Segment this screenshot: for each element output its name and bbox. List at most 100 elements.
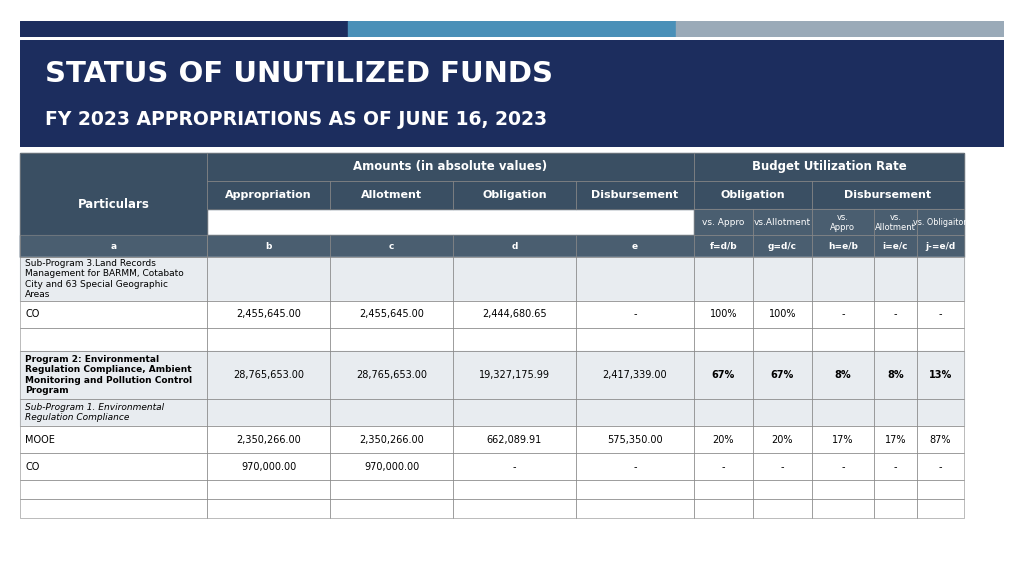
Bar: [676, 21, 1004, 37]
Bar: [918, 236, 965, 257]
Bar: [812, 453, 873, 480]
Text: f=d/b: f=d/b: [710, 242, 737, 251]
Bar: [20, 499, 207, 518]
Text: i=e/c: i=e/c: [883, 242, 908, 251]
Bar: [207, 453, 330, 480]
Bar: [753, 480, 812, 499]
Bar: [453, 499, 575, 518]
Text: -: -: [939, 462, 942, 472]
Bar: [873, 499, 918, 518]
Bar: [575, 351, 694, 399]
Bar: [812, 257, 873, 301]
Bar: [753, 426, 812, 453]
Bar: [453, 236, 575, 257]
Bar: [453, 301, 575, 328]
Bar: [575, 399, 694, 426]
Bar: [812, 399, 873, 426]
Bar: [694, 351, 753, 399]
Bar: [330, 453, 453, 480]
Bar: [453, 453, 575, 480]
Bar: [330, 328, 453, 351]
Bar: [873, 480, 918, 499]
Bar: [453, 399, 575, 426]
Text: Budget Utilization Rate: Budget Utilization Rate: [752, 160, 906, 173]
Bar: [918, 453, 965, 480]
Bar: [575, 480, 694, 499]
Bar: [20, 153, 207, 257]
Bar: [694, 210, 753, 236]
Bar: [873, 499, 918, 518]
Bar: [330, 236, 453, 257]
Text: Sub-Program 1. Environmental
Regulation Compliance: Sub-Program 1. Environmental Regulation …: [26, 403, 165, 422]
Bar: [20, 21, 348, 37]
Bar: [330, 499, 453, 518]
Bar: [20, 480, 207, 499]
Bar: [694, 257, 753, 301]
Bar: [207, 499, 330, 518]
Bar: [694, 351, 753, 399]
Bar: [575, 453, 694, 480]
Bar: [453, 181, 575, 210]
Bar: [20, 351, 207, 399]
Text: STATUS OF UNUTILIZED FUNDS: STATUS OF UNUTILIZED FUNDS: [45, 60, 553, 89]
Text: -: -: [894, 309, 897, 320]
Text: Program 2: Environmental
Regulation Compliance, Ambient
Monitoring and Pollution: Program 2: Environmental Regulation Comp…: [26, 355, 193, 395]
Bar: [918, 499, 965, 518]
Bar: [453, 328, 575, 351]
Bar: [918, 301, 965, 328]
Text: 17%: 17%: [833, 435, 854, 445]
Text: -: -: [722, 462, 725, 472]
Bar: [918, 426, 965, 453]
Bar: [207, 351, 330, 399]
Bar: [753, 453, 812, 480]
Text: j-=e/d: j-=e/d: [926, 242, 955, 251]
Bar: [330, 399, 453, 426]
Bar: [918, 399, 965, 426]
Text: -: -: [633, 309, 637, 320]
Bar: [694, 426, 753, 453]
Bar: [207, 499, 330, 518]
Bar: [694, 453, 753, 480]
Bar: [918, 351, 965, 399]
Bar: [812, 301, 873, 328]
Bar: [812, 328, 873, 351]
Bar: [330, 181, 453, 210]
Bar: [812, 480, 873, 499]
Bar: [694, 480, 753, 499]
Bar: [918, 480, 965, 499]
Text: 2,455,645.00: 2,455,645.00: [359, 309, 424, 320]
Bar: [753, 399, 812, 426]
Text: a: a: [111, 242, 117, 251]
Bar: [453, 480, 575, 499]
Bar: [330, 236, 453, 257]
Bar: [207, 480, 330, 499]
Bar: [918, 210, 965, 236]
Bar: [812, 301, 873, 328]
Bar: [694, 153, 965, 181]
Text: Disbursement: Disbursement: [845, 190, 932, 200]
Bar: [453, 257, 575, 301]
Bar: [753, 426, 812, 453]
Bar: [753, 257, 812, 301]
Bar: [453, 499, 575, 518]
Bar: [330, 399, 453, 426]
Text: d: d: [511, 242, 518, 251]
Bar: [918, 236, 965, 257]
Bar: [207, 181, 330, 210]
Bar: [694, 301, 753, 328]
Text: 8%: 8%: [887, 370, 904, 380]
Bar: [453, 328, 575, 351]
Bar: [575, 257, 694, 301]
Bar: [575, 181, 694, 210]
Bar: [330, 480, 453, 499]
Bar: [873, 328, 918, 351]
Bar: [694, 453, 753, 480]
Bar: [873, 236, 918, 257]
Bar: [753, 399, 812, 426]
Bar: [918, 328, 965, 351]
Text: 20%: 20%: [772, 435, 793, 445]
Bar: [453, 257, 575, 301]
Bar: [812, 499, 873, 518]
Text: -: -: [780, 462, 784, 472]
Text: MOOE: MOOE: [26, 435, 55, 445]
